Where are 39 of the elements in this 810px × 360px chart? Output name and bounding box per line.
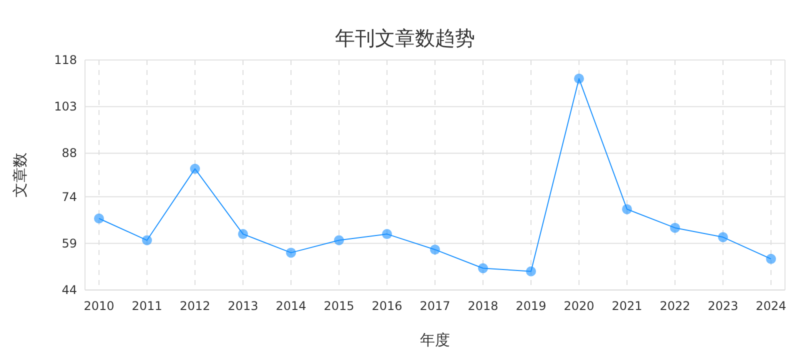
point [94,214,104,224]
x-axis-title: 年度 [420,331,450,349]
y-tick-label: 44 [62,283,77,297]
x-tick-label: 2013 [228,299,258,313]
y-tick-label: 74 [62,190,77,204]
y-tick-label: 88 [62,146,77,160]
point [766,254,776,264]
x-tick-label: 2024 [756,299,786,313]
x-tick-label: 2019 [516,299,546,313]
point [574,74,584,84]
x-tick-label: 2023 [708,299,738,313]
point [670,222,680,233]
x-tick-label: 2021 [612,299,642,313]
point [526,266,536,276]
point [382,229,392,240]
point [286,248,296,258]
x-tick-label: 2017 [420,299,450,313]
x-tick-label: 2018 [468,299,498,313]
x-tick-label: 2010 [84,299,114,313]
point [622,204,632,214]
y-axis-title: 文章数 [11,152,29,198]
chart-title: 年刊文章数趋势 [335,26,475,50]
y-tick-label: 59 [62,236,77,250]
x-tick-label: 2012 [180,299,210,313]
x-tick-label: 2011 [132,299,162,313]
point [190,164,200,174]
y-tick-label: 103 [54,100,77,114]
x-tick-label: 2022 [660,299,690,313]
point [334,235,344,246]
x-tick-label: 2014 [276,299,306,313]
x-tick-label: 2016 [372,299,402,313]
point [430,244,440,255]
y-tick-label: 118 [54,53,77,67]
x-tick-label: 2020 [564,299,594,313]
point [718,232,728,242]
x-tick-label: 2015 [324,299,354,313]
point [478,263,488,274]
point [142,235,152,246]
point [238,229,248,240]
